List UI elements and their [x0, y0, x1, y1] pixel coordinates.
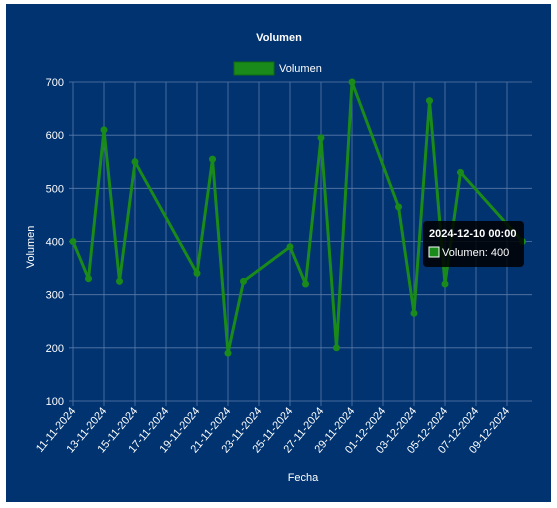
legend-swatch-volumen[interactable]	[233, 61, 275, 76]
data-point[interactable]	[100, 126, 108, 134]
data-point[interactable]	[317, 134, 325, 142]
tooltip-label: Volumen: 400	[442, 247, 509, 259]
series-line	[71, 81, 524, 354]
volume-line-chart: Volumen Volumen 100 200 300 400 500 600 700 11…	[25, 32, 532, 484]
series-volumen	[69, 78, 526, 357]
y-axis-ticks: 100 200 300 400 500 600 700	[46, 77, 64, 408]
y-tick-label: 300	[46, 290, 64, 302]
x-axis-label: Fecha	[288, 472, 319, 484]
chart-panel: Volumen Volumen 100 200 300 400 500 600 700 11…	[6, 4, 551, 502]
y-tick-label: 700	[46, 77, 64, 89]
tooltip: 2024-12-10 00:00 Volumen: 400	[423, 221, 524, 267]
data-point[interactable]	[333, 344, 340, 352]
data-point[interactable]	[193, 269, 201, 277]
data-point[interactable]	[224, 349, 232, 357]
legend[interactable]: Volumen	[233, 61, 322, 76]
data-point[interactable]	[69, 238, 77, 245]
data-point[interactable]	[209, 155, 216, 163]
tooltip-swatch	[428, 246, 440, 258]
tooltip-box	[423, 221, 524, 267]
data-point[interactable]	[85, 275, 92, 283]
data-point[interactable]	[441, 280, 449, 288]
data-point[interactable]	[116, 277, 123, 285]
legend-label-volumen[interactable]: Volumen	[279, 63, 322, 75]
y-tick-label: 600	[46, 130, 64, 142]
y-tick-label: 200	[46, 343, 64, 355]
data-point[interactable]	[286, 243, 294, 251]
y-tick-label: 100	[46, 396, 64, 408]
grid	[69, 81, 532, 406]
tooltip-title: 2024-12-10 00:00	[429, 228, 516, 240]
data-point[interactable]	[457, 168, 464, 176]
data-point[interactable]	[426, 97, 433, 105]
y-tick-label: 500	[46, 183, 64, 195]
data-point[interactable]	[395, 203, 402, 211]
y-axis-label: Volumen	[25, 226, 37, 269]
data-point[interactable]	[302, 280, 309, 288]
x-axis-ticks: 11-11-202413-11-202415-11-202417-11-2024…	[34, 405, 512, 456]
data-point[interactable]	[131, 158, 139, 166]
data-point[interactable]	[410, 309, 418, 317]
chart-title: Volumen	[256, 32, 302, 44]
y-tick-label: 400	[46, 237, 64, 249]
data-point[interactable]	[240, 277, 247, 285]
data-point[interactable]	[348, 78, 356, 86]
